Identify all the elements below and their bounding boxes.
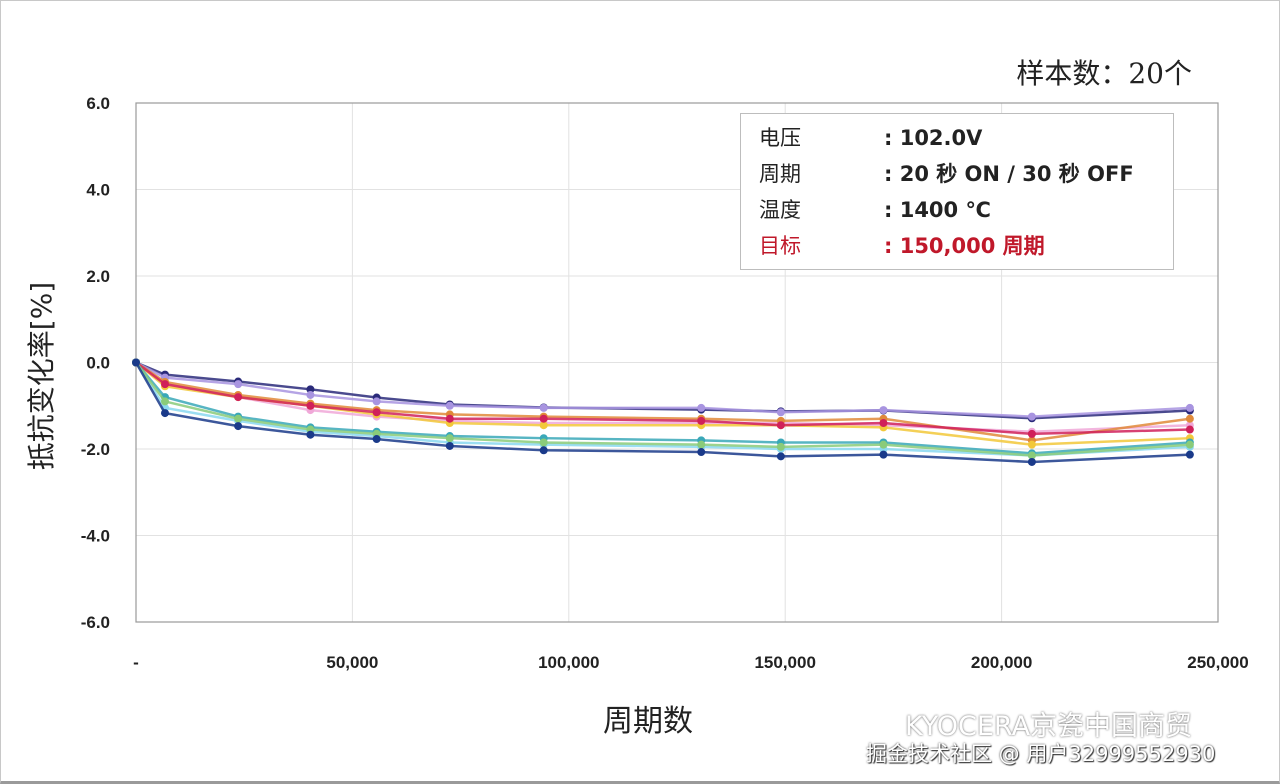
- data-point-s2: [879, 406, 888, 415]
- data-point-s9: [1027, 451, 1036, 460]
- data-point-s9: [776, 442, 785, 451]
- data-point-s10: [1185, 450, 1194, 459]
- series-line-s4: [135, 361, 1191, 442]
- data-point-s10: [445, 441, 454, 450]
- info-key: 温度: [759, 198, 801, 222]
- x-tick-label: 100,000: [538, 653, 599, 672]
- data-point-s9: [697, 440, 706, 449]
- data-point-s10: [306, 430, 315, 439]
- y-tick-label: -2.0: [81, 440, 110, 459]
- series-line-s1: [135, 361, 1190, 420]
- data-point-s2: [697, 403, 706, 412]
- data-point-s6: [160, 380, 169, 389]
- data-point-s2: [234, 380, 243, 389]
- info-value: : 1400 ℃: [884, 198, 991, 222]
- data-point-s6: [1185, 425, 1194, 434]
- y-tick-label: -6.0: [81, 613, 110, 632]
- data-point-s6: [234, 393, 243, 402]
- data-point-s6: [1027, 429, 1036, 438]
- data-point-s2: [306, 390, 315, 399]
- data-point-s10: [776, 452, 785, 461]
- info-row-cycle: 周期 : 20 秒 ON / 30 秒 OFF: [759, 156, 1134, 192]
- series-line-s9: [134, 361, 1190, 457]
- y-tick-label: -4.0: [81, 527, 110, 546]
- x-axis-label: 周期数: [603, 704, 693, 739]
- data-point-s6: [697, 416, 706, 425]
- data-point-s9: [160, 397, 169, 406]
- data-point-s9: [879, 440, 888, 449]
- data-point-s2: [539, 403, 548, 412]
- y-tick-label: 0.0: [86, 354, 110, 373]
- test-conditions-box: 电压 : 102.0V 周期 : 20 秒 ON / 30 秒 OFF 温度 : 14…: [740, 113, 1174, 270]
- info-value: : 102.0V: [884, 126, 983, 150]
- data-point-s2: [1027, 412, 1036, 421]
- data-point-s2: [445, 401, 454, 410]
- y-tick-label: 4.0: [86, 181, 110, 200]
- x-tick-label: 250,000: [1187, 653, 1248, 672]
- data-point-s10: [234, 422, 243, 431]
- data-point-s9: [445, 434, 454, 443]
- info-row-voltage: 电压 : 102.0V: [759, 120, 982, 156]
- data-point-s1: [306, 385, 315, 394]
- y-axis-label: 抵抗变化率[%]: [25, 281, 58, 471]
- data-point-s6: [372, 408, 381, 417]
- x-tick-label: 200,000: [971, 653, 1032, 672]
- series-line-s8: [134, 361, 1190, 457]
- data-point-s10: [879, 450, 888, 459]
- data-point-s10: [539, 446, 548, 455]
- x-tick-label: -: [133, 653, 139, 672]
- data-point-s2: [1185, 403, 1194, 412]
- data-point-s10: [160, 409, 169, 418]
- data-point-s6: [539, 414, 548, 423]
- chart-title: 样本数：20个: [1016, 57, 1192, 90]
- series-line-s7: [135, 361, 1190, 455]
- info-value: : 150,000 周期: [884, 234, 1045, 258]
- watermark-kyocera: KYOCERA京瓷中国商贸: [905, 711, 1193, 742]
- watermark-juejin: 掘金技术社区 @ 用户3299955293​0: [866, 742, 1216, 766]
- y-tick-label: 6.0: [86, 94, 110, 113]
- info-row-target: 目标 : 150,000 周期: [759, 228, 1045, 264]
- data-point-s4: [1185, 414, 1194, 423]
- data-point-s9: [539, 438, 548, 447]
- x-tick-label: 150,000: [754, 653, 815, 672]
- data-point-s6: [306, 401, 315, 410]
- info-row-temperature: 温度 : 1400 ℃: [759, 192, 991, 228]
- data-point-s9: [234, 414, 243, 423]
- data-point-s10: [697, 448, 706, 457]
- series-line-s10: [134, 361, 1190, 464]
- data-point-s2: [372, 397, 381, 406]
- data-point-s5: [1027, 440, 1036, 449]
- data-point-s10: [372, 435, 381, 444]
- data-point-s2: [776, 408, 785, 417]
- data-point-s10: [1027, 457, 1036, 466]
- info-key: 目标: [759, 234, 801, 258]
- data-point-s9: [1185, 440, 1194, 449]
- info-key: 电压: [759, 126, 801, 150]
- info-key: 周期: [759, 162, 801, 186]
- series-line-s6: [135, 361, 1190, 436]
- info-value: : 20 秒 ON / 30 秒 OFF: [884, 162, 1134, 186]
- y-tick-label: 2.0: [86, 267, 110, 286]
- data-point-s6: [445, 414, 454, 423]
- data-point-s5: [539, 421, 548, 430]
- data-point-s6: [776, 421, 785, 430]
- data-point-s10: [132, 358, 140, 367]
- series-line-s2: [135, 361, 1190, 418]
- data-point-s6: [879, 419, 888, 428]
- x-tick-label: 50,000: [326, 653, 378, 672]
